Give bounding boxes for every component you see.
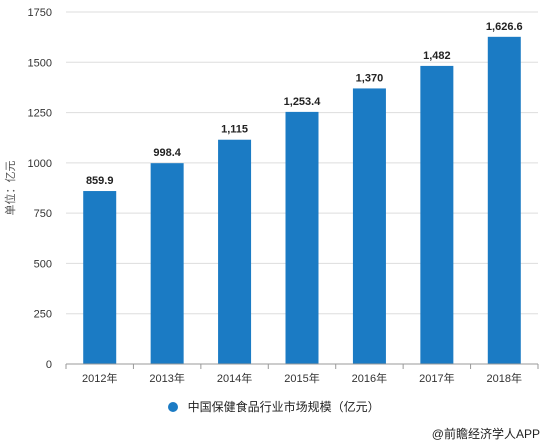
data-label: 1,482 (423, 50, 451, 62)
data-label: 859.9 (86, 175, 114, 187)
y-axis-ticks: 0 250 500 750 1000 1250 1500 1750 (28, 7, 52, 371)
y-tick-label: 1000 (28, 158, 52, 170)
bar (487, 36, 521, 364)
legend: 中国保健食品行业市场规模（亿元） (0, 398, 548, 415)
data-label: 1,115 (221, 124, 248, 136)
x-tick-label: 2015年 (284, 371, 319, 385)
x-tick-label: 2017年 (419, 371, 454, 385)
legend-marker (168, 402, 179, 412)
bar (83, 191, 117, 364)
y-tick-label: 1250 (28, 108, 52, 120)
y-tick-label: 0 (46, 359, 52, 371)
data-label: 1,370 (356, 72, 384, 84)
y-axis-title: 单位：亿元 (3, 161, 17, 216)
y-tick-label: 750 (34, 208, 52, 220)
bar (150, 163, 184, 364)
y-tick-label: 1750 (28, 7, 52, 19)
legend-label: 中国保健食品行业市场规模（亿元） (187, 400, 380, 414)
data-label: 1,626.6 (486, 21, 523, 33)
x-tick-label: 2016年 (352, 371, 387, 385)
bar (218, 139, 252, 364)
y-tick-label: 1500 (28, 57, 52, 69)
x-axis-ticks: 2012年 2013年 2014年 2015年 2016年 2017年 2018年 (65, 364, 539, 385)
data-label: 1,253.4 (284, 96, 322, 108)
source-credit: @前瞻经济学人APP (431, 427, 540, 441)
x-tick-label: 2013年 (149, 371, 184, 385)
bars (83, 36, 521, 365)
bar (285, 111, 319, 364)
bar (352, 88, 386, 364)
y-tick-label: 500 (34, 258, 52, 270)
y-tick-label: 250 (34, 309, 52, 321)
x-tick-label: 2018年 (487, 371, 522, 385)
bar (420, 65, 454, 365)
x-tick-label: 2012年 (82, 371, 117, 385)
data-label: 998.4 (153, 147, 181, 159)
x-tick-label: 2014年 (217, 371, 252, 385)
data-labels: 859.9 998.4 1,115 1,253.4 1,370 1,482 1,626.6 (86, 21, 523, 187)
